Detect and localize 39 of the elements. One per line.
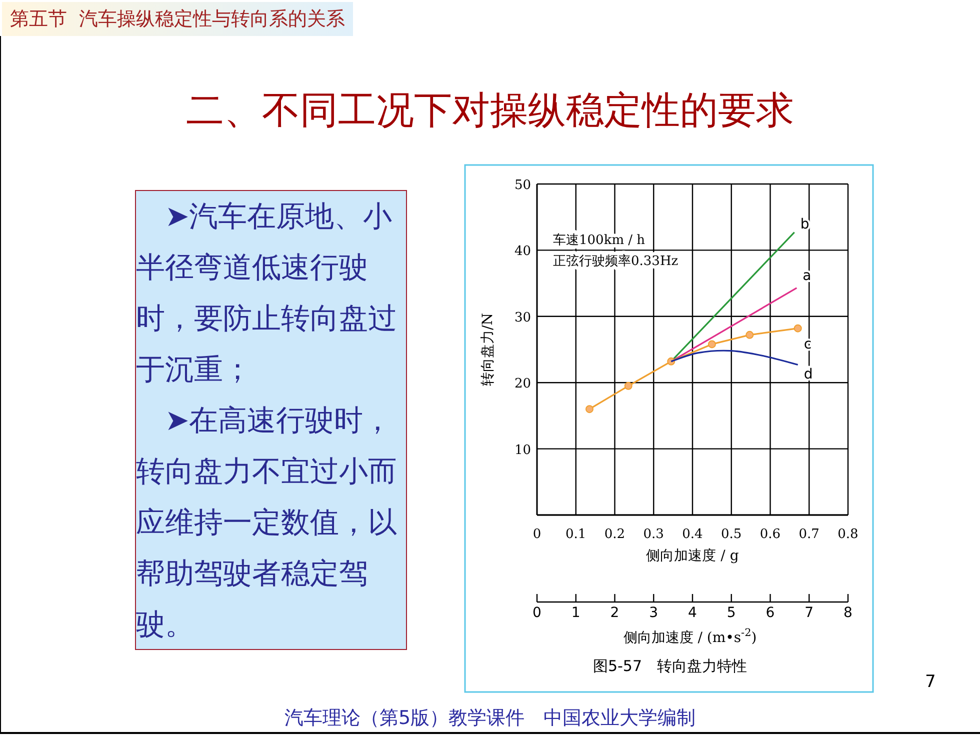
text: ➤汽车在原地、小半径弯道低速行驶时，要防止转向盘过于沉重； [136,198,398,388]
x2-tick-label: 5 [726,605,736,621]
text: 7 [925,672,936,692]
x-tick-label: 0.7 [798,527,820,542]
text: ➤在高速行驶时，转向盘力不宜过小而应维持一定数值，以帮助驾驶者稳定驾驶。 [136,402,398,643]
point [624,382,632,390]
x2-tick-label: 4 [688,605,698,621]
point [746,330,754,339]
x-tick-label: 0.6 [760,527,781,542]
caption: 图5-57 转向盘力特性 [592,657,748,675]
x-axis-title: 侧向加速度 / g [646,548,739,564]
series-label: b [800,216,810,232]
point [585,405,594,414]
x2-tick-label: 7 [804,605,814,621]
x-tick-label: 0.8 [838,527,858,542]
x2-axis-title: 侧向加速度 / (m•s$^{-2}$) [623,627,757,646]
chart-title: 二、不同工况下对操纵稳定性的要求 [185,87,795,134]
text: 第五节 汽车操纵稳定性与转向系的关系 [2,2,354,36]
x-tick-label: 0.1 [566,527,586,542]
x-tick-label: 0.5 [721,527,742,542]
x2-tick-label: 0 [532,605,542,621]
y-tick-label: 30 [514,310,531,326]
x-tick-label: 0.2 [604,527,626,542]
x-tick-label: 0 [532,527,542,542]
point [708,340,716,348]
y-axis-title: 转向盘力/N [480,313,496,386]
x2-tick-label: 6 [766,605,775,621]
x2-tick-label: 8 [844,605,852,621]
y-tick-label: 20 [514,376,531,392]
y-tick-label: 40 [514,244,531,260]
x2-tick-label: 1 [571,605,580,621]
text: 汽车理论（第5版）教学课件 中国农业大学编制 [283,706,697,731]
point [794,324,802,332]
x2-tick-label: 3 [649,605,658,621]
x-tick-label: 0.3 [643,527,664,542]
x2-tick-label: 2 [610,605,620,621]
x-tick-label: 0.4 [682,527,703,542]
y-tick-label: 50 [514,178,531,193]
y-tick-label: 10 [514,442,531,458]
